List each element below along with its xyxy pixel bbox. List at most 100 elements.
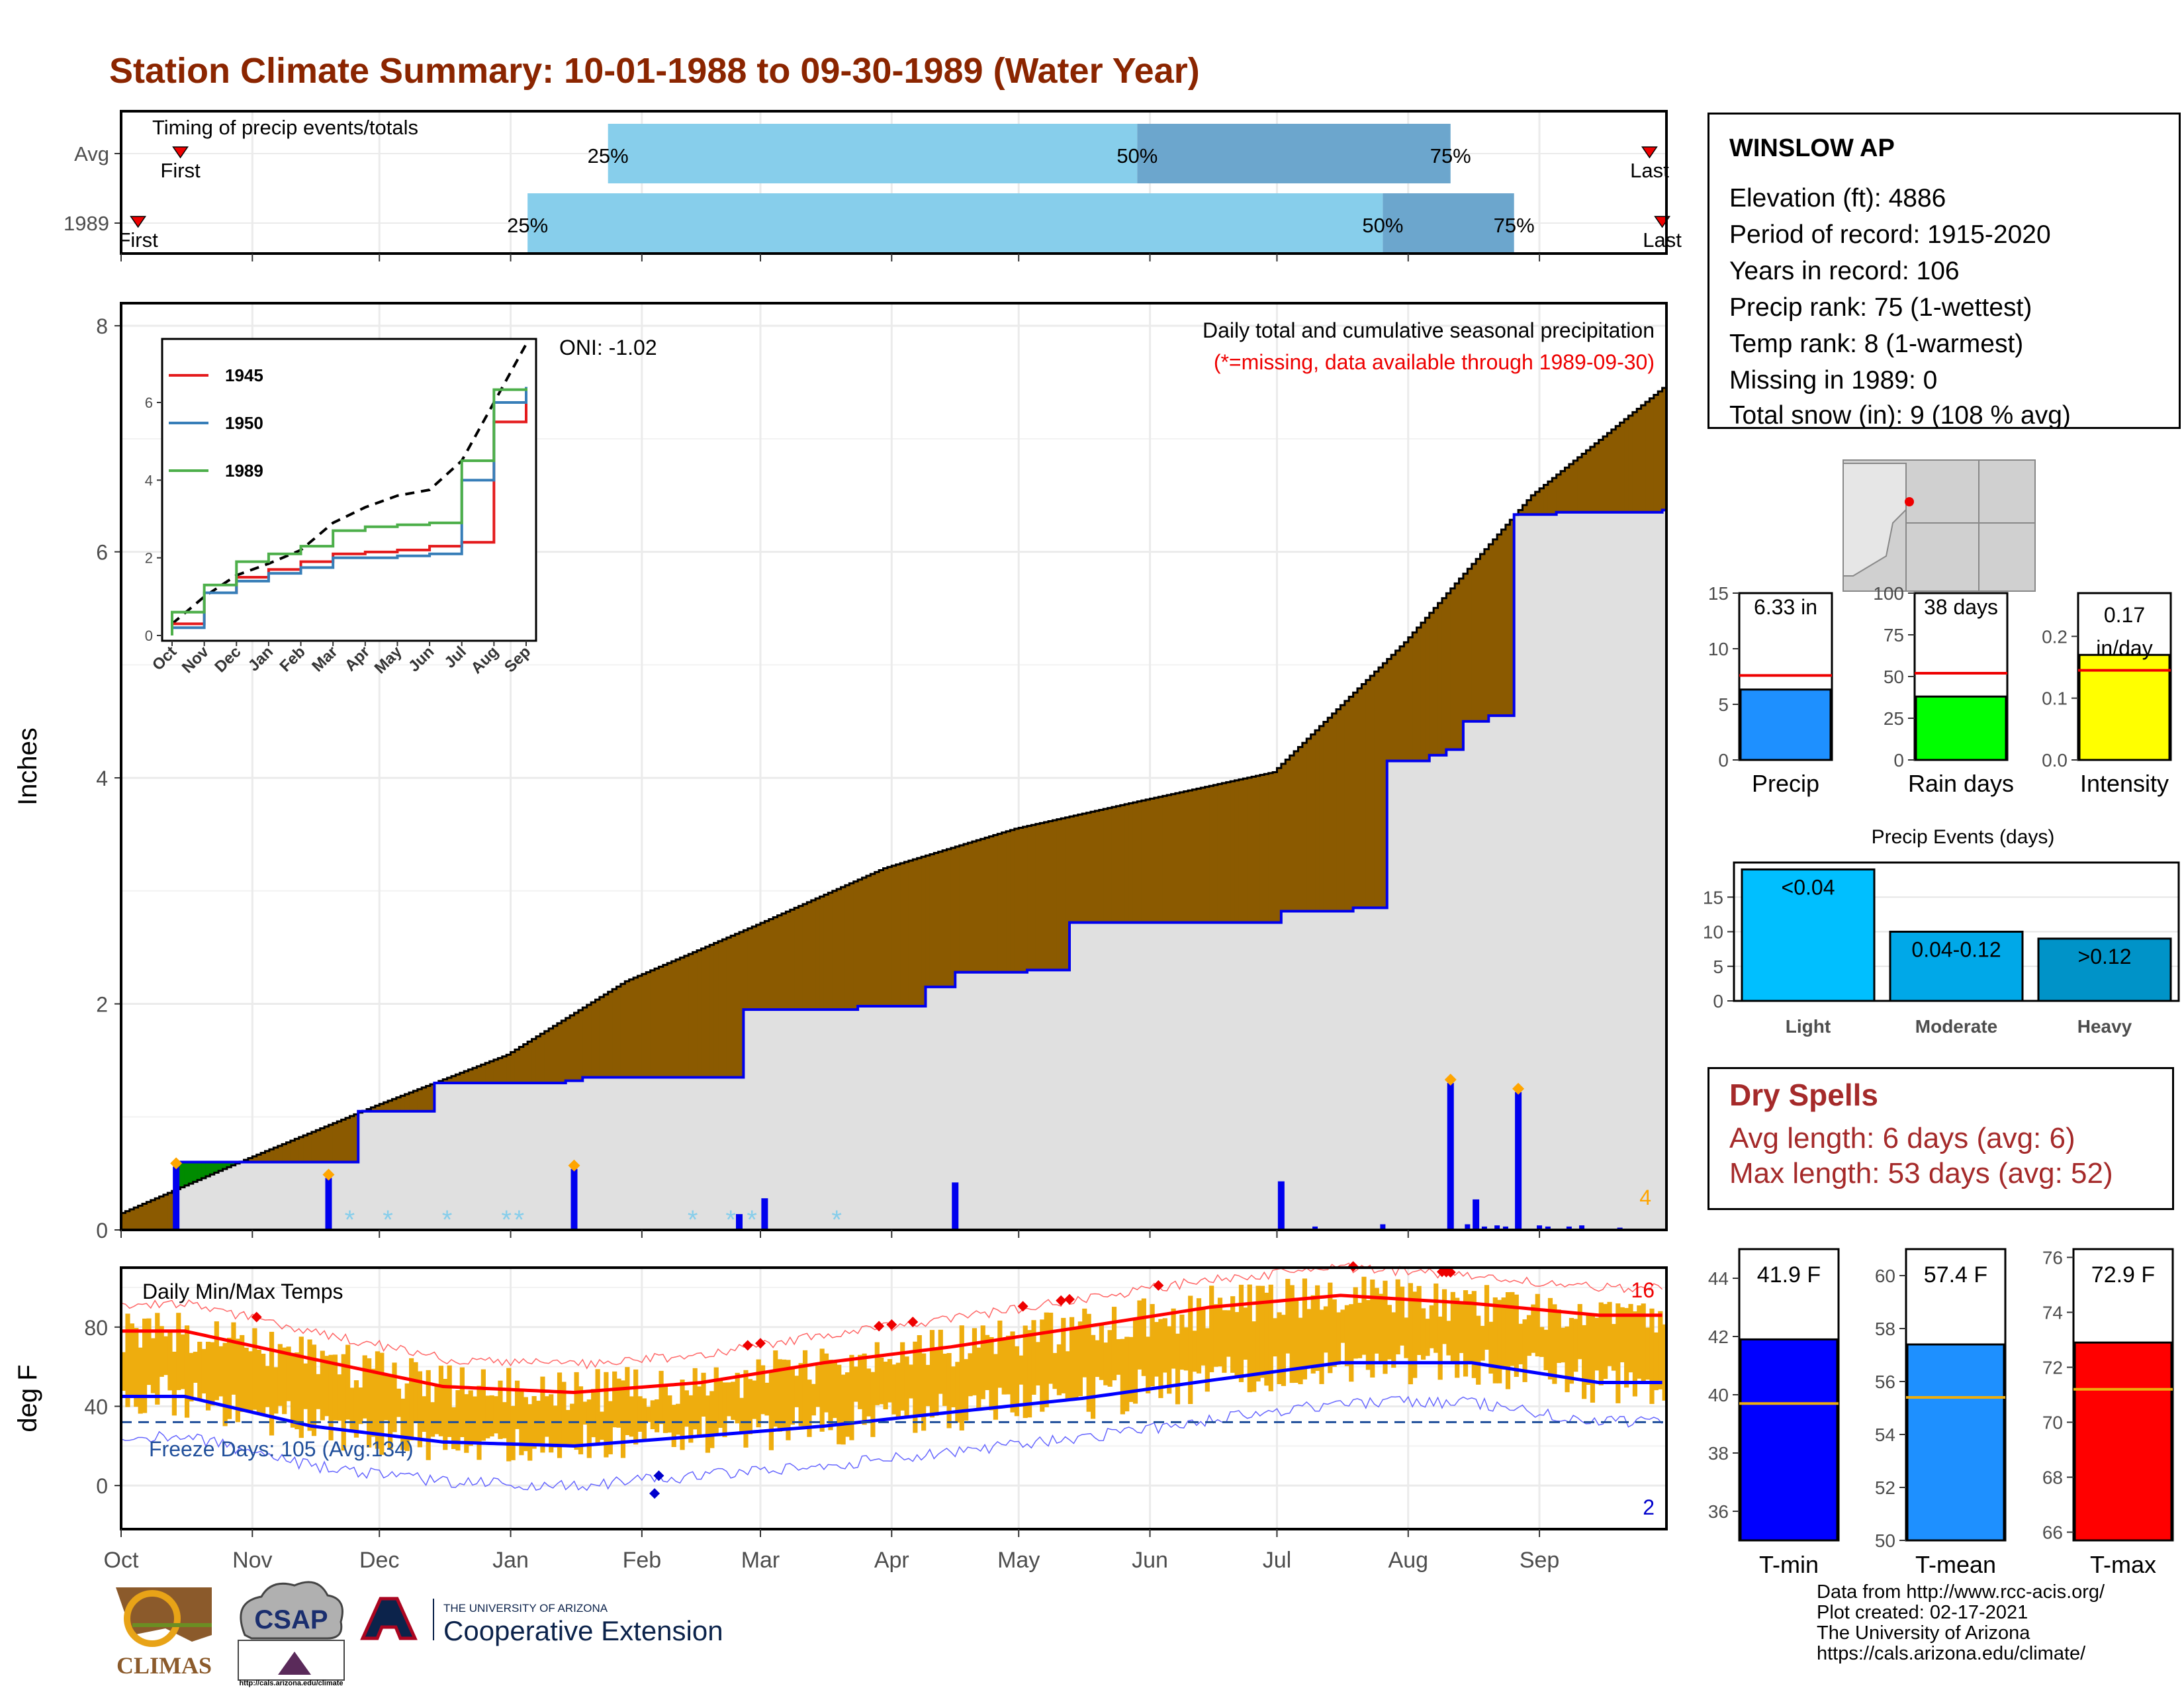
daily-temp-bar [443, 1379, 448, 1450]
precip-deficit [468, 1069, 473, 1084]
precip-deficit [756, 925, 761, 1010]
daily-temp-bar [1243, 1307, 1248, 1360]
station-missing: Missing in 1989: 0 [1729, 366, 1938, 395]
temp-y-tick-label: 80 [84, 1316, 108, 1340]
precip-surplus [214, 1162, 219, 1173]
precip-deficit [324, 1126, 330, 1162]
daily-temp-bar [655, 1399, 660, 1432]
daily-temp-bar [921, 1353, 927, 1431]
precip-deficit [307, 1133, 312, 1162]
precip-deficit [1310, 734, 1316, 912]
station-map [1843, 459, 2036, 592]
precip-deficit [413, 1090, 418, 1111]
daily-temp-bar [599, 1411, 605, 1440]
daily-temp-bar [502, 1402, 507, 1438]
daily-temp-bar [1264, 1292, 1269, 1386]
precip-deficit [595, 1000, 600, 1078]
daily-temp-bar [1277, 1312, 1282, 1384]
month-tick-label: Oct [104, 1548, 139, 1573]
daily-temp-bar [1565, 1326, 1570, 1393]
daily-temp-bar [671, 1405, 676, 1448]
daily-temp-bar [1628, 1303, 1633, 1373]
precip-deficit [1103, 809, 1109, 923]
daily-temp-bar [438, 1366, 443, 1436]
tgauge-y-tick-label: 66 [2042, 1523, 2063, 1543]
precip-deficit [874, 872, 880, 1006]
precip-deficit [1658, 391, 1663, 512]
precip-deficit [1598, 440, 1604, 512]
station-info-box: WINSLOW AP Elevation (ft): 4886 Period o… [1707, 113, 2181, 430]
event-marker [170, 1157, 183, 1170]
precip-deficit [735, 933, 740, 1078]
daily-temp-bar [388, 1376, 393, 1450]
precip-deficit [908, 861, 913, 1006]
precip-surplus [210, 1162, 215, 1175]
daily-temp-bar [929, 1330, 935, 1418]
precip-deficit [1095, 810, 1100, 923]
daily-temp-bar [345, 1344, 351, 1420]
precip-deficit [125, 1211, 130, 1230]
avg-min-line [121, 1361, 1662, 1448]
timing-panel: 25% 50% 75% First Last Avg 25% 50% 75% First Last 1… [64, 110, 1682, 261]
precip-deficit [942, 850, 948, 987]
precip-deficit [1255, 776, 1261, 923]
tgauge-y-tick-label: 72 [2042, 1357, 2063, 1378]
record-high-marker [1017, 1301, 1028, 1312]
daily-temp-bar [430, 1402, 435, 1437]
precip-deficit [485, 1062, 490, 1084]
daily-temp-bar [1552, 1304, 1557, 1384]
daily-temp-bar [286, 1346, 291, 1401]
precip-deficit [298, 1137, 304, 1162]
precip-deficit [1632, 412, 1637, 512]
gauge-y-tick-label: 50 [1884, 667, 1904, 687]
month-tick-label: Jul [1263, 1548, 1291, 1573]
daily-temp-bar [459, 1367, 465, 1438]
precip-frame [120, 302, 1668, 1231]
record-high-marker [1445, 1267, 1456, 1278]
daily-temp-bar [1340, 1309, 1345, 1343]
daily-temp-bar [646, 1407, 651, 1423]
daily-temp-bar [1395, 1279, 1400, 1354]
precip-deficit [1471, 563, 1477, 722]
daily-temp-bar [167, 1332, 173, 1391]
daily-temp-bar [316, 1374, 321, 1409]
daily-temp-bar [777, 1359, 782, 1432]
precip-deficit [1624, 419, 1629, 512]
timing-bar-25-50 [527, 193, 1383, 253]
daily-temp-bar [616, 1378, 621, 1428]
precip-deficit [1188, 790, 1193, 923]
precip-deficit [1120, 805, 1125, 923]
daily-precip-bar [1566, 1226, 1572, 1230]
gauge-value-label: 0.17 [2104, 603, 2145, 627]
precip-deficit [895, 864, 901, 1006]
precip-deficit [739, 932, 744, 1078]
precip-deficit [968, 843, 973, 972]
daily-temp-bar [417, 1371, 423, 1448]
precip-deficit [261, 1152, 266, 1162]
daily-temp-bar [159, 1326, 164, 1377]
precip-deficit [1323, 722, 1328, 912]
temp-caption: Daily Min/Max Temps [142, 1280, 343, 1303]
precip-deficit [1259, 774, 1265, 923]
snow-marker: * [747, 1205, 757, 1235]
gauge-y-tick-label: 100 [1873, 583, 1904, 604]
daily-temp-bar [222, 1342, 228, 1427]
daily-temp-bar [1370, 1279, 1375, 1378]
precip-deficit [1518, 510, 1524, 515]
precip-deficit [383, 1102, 388, 1111]
daily-temp-bar [1637, 1305, 1642, 1379]
precip-deficit [1476, 559, 1481, 722]
precip-deficit [134, 1207, 139, 1230]
precip-deficit [269, 1149, 274, 1162]
tgauge-y-tick-label: 38 [1708, 1443, 1729, 1464]
precip-deficit [1637, 408, 1642, 512]
avg-max-line [121, 1293, 1662, 1395]
precip-deficit [155, 1198, 160, 1230]
precip-deficit [1031, 825, 1036, 970]
first-marker [172, 146, 189, 159]
precip-deficit [129, 1209, 134, 1230]
precip-corner-count: 4 [1639, 1186, 1651, 1209]
first-marker [130, 216, 147, 228]
page-title: Station Climate Summary: 10-01-1988 to 0… [109, 51, 1200, 91]
daily-temp-bar [591, 1389, 596, 1438]
